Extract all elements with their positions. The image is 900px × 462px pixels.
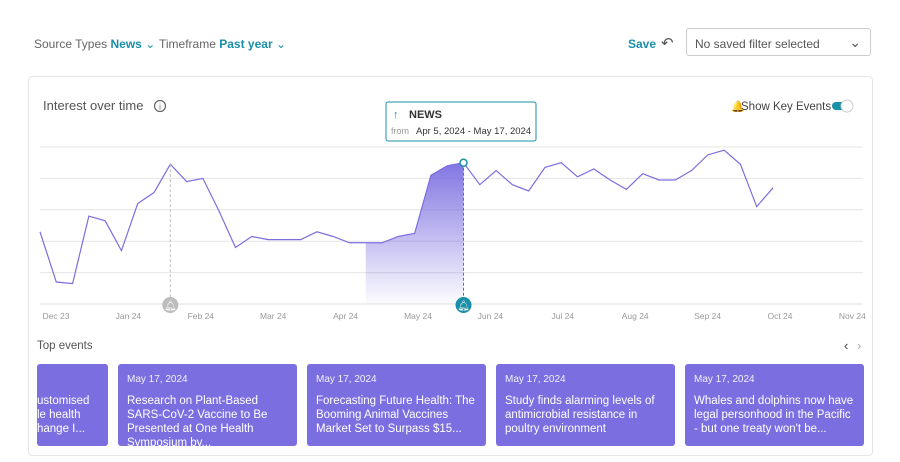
- source-filter[interactable]: Source Types News ⌄: [34, 37, 156, 51]
- x-tick-label: Dec 23: [43, 311, 70, 321]
- key-event-bell: 🔔︎: [164, 300, 177, 312]
- save-button[interactable]: Save: [628, 37, 657, 51]
- info-icon[interactable]: [153, 99, 167, 113]
- toggle-label: Show Key Events: [741, 101, 831, 113]
- event-text: Whales and dolphins now have legal perso…: [694, 395, 854, 435]
- x-tick-label: Jul 24: [551, 311, 574, 321]
- x-tick-label: Nov 24: [839, 311, 866, 321]
- next-arrow[interactable]: ›: [857, 338, 861, 353]
- key-event-marker: [455, 297, 472, 313]
- filter-dropdown[interactable]: No saved filter selected ⌄: [686, 28, 871, 56]
- event-date: May 17, 2024: [505, 374, 566, 385]
- event-card[interactable]: May 17, 2024 Research on Plant-Based SARS…: [118, 364, 297, 446]
- timeframe-label: Timeframe: [159, 37, 216, 51]
- tooltip: [385, 101, 537, 142]
- toggle-knob[interactable]: [840, 99, 854, 113]
- x-tick-label: Aug 24: [622, 311, 649, 321]
- event-text: Research on Plant-Based SARS-CoV-2 Vacci…: [127, 395, 268, 446]
- event-card[interactable]: ustomised le health hange I...: [37, 364, 108, 446]
- chart-title: Interest over time: [43, 98, 143, 113]
- tooltip-from: from: [391, 126, 409, 136]
- tooltip-arrow: ↑: [393, 109, 399, 121]
- tooltip-title: NEWS: [409, 109, 442, 121]
- source-value: News: [110, 37, 142, 51]
- event-card[interactable]: May 17, 2024 Study finds alarming levels …: [496, 364, 675, 446]
- event-card[interactable]: May 17, 2024 Forecasting Future Health: T…: [307, 364, 486, 446]
- event-text: Study finds alarming levels of antimicro…: [505, 395, 655, 435]
- undo-icon[interactable]: ↶: [661, 35, 674, 52]
- event-date: May 17, 2024: [316, 374, 377, 385]
- bell-icon: 🔔: [731, 100, 745, 113]
- chart-panel: [28, 76, 873, 456]
- info-glyph: i: [159, 103, 161, 112]
- x-tick-label: Jun 24: [478, 311, 504, 321]
- event-date: May 17, 2024: [694, 374, 755, 385]
- events-title: Top events: [37, 340, 93, 352]
- x-tick-label: Jan 24: [116, 311, 142, 321]
- x-tick-label: Oct 24: [767, 311, 792, 321]
- prev-arrow[interactable]: ‹: [844, 338, 848, 353]
- line: [39, 149, 774, 285]
- key-event-marker: [162, 297, 179, 313]
- tooltip-range: Apr 5, 2024 - May 17, 2024: [416, 126, 531, 137]
- x-tick-label: May 24: [404, 311, 432, 321]
- x-tick-label: Apr 24: [333, 311, 358, 321]
- timeframe-value: Past year: [219, 37, 273, 51]
- x-tick-label: Sep 24: [694, 311, 721, 321]
- key-event-bell: 🔔︎: [457, 300, 470, 312]
- x-tick-label: Mar 24: [260, 311, 287, 321]
- event-text: Forecasting Future Health: The Booming A…: [316, 395, 475, 435]
- timeframe-filter[interactable]: Timeframe Past year ⌄: [159, 37, 287, 51]
- selected-point: [459, 158, 468, 167]
- event-date: [37, 374, 99, 388]
- event-text: ustomised le health hange I...: [37, 395, 90, 435]
- event-card[interactable]: May 17, 2024 Whales and dolphins now have…: [685, 364, 864, 446]
- source-label: Source Types: [34, 37, 108, 51]
- filter-placeholder: No saved filter selected: [695, 37, 820, 51]
- x-tick-label: Feb 24: [188, 311, 215, 321]
- event-date: May 17, 2024: [127, 374, 188, 385]
